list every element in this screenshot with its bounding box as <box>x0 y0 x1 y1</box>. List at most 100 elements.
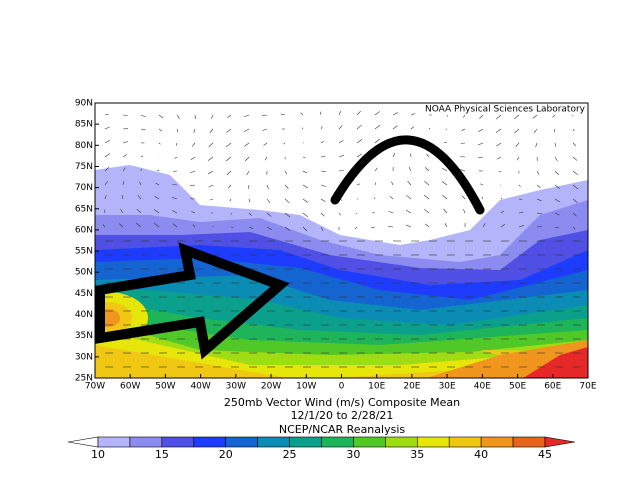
wind-vector <box>104 153 110 158</box>
wind-vector <box>158 128 163 132</box>
wind-vector <box>122 114 128 116</box>
wind-vector <box>302 170 307 174</box>
wind-vector <box>392 152 396 158</box>
wind-vector <box>139 181 142 186</box>
wind-vector <box>284 212 291 218</box>
wind-vector <box>572 170 579 176</box>
wind-band <box>95 330 588 378</box>
wind-vector <box>247 184 250 189</box>
wind-vector <box>104 180 109 186</box>
caption-title: 250mb Vector Wind (m/s) Composite Mean <box>224 396 460 409</box>
colorbar-label: 20 <box>219 448 233 461</box>
wind-vector <box>320 184 327 187</box>
colorbar-swatch <box>129 436 163 448</box>
colorbar-label: 40 <box>474 448 488 461</box>
wind-band <box>523 347 588 378</box>
wind-vector <box>320 212 325 217</box>
wind-vector <box>122 181 125 186</box>
wind-vector <box>266 212 272 217</box>
wind-vector <box>248 226 254 229</box>
wind-vector <box>122 154 127 158</box>
wind-vector <box>442 194 448 200</box>
wind-vector <box>208 184 214 188</box>
wind-vector <box>302 156 306 159</box>
lon-label: 70E <box>579 382 596 392</box>
annotation-arrow <box>95 242 290 360</box>
wind-vector <box>554 156 558 162</box>
wind-vector <box>480 183 484 186</box>
colorbar-label: 10 <box>91 448 105 461</box>
wind-vector <box>284 184 289 189</box>
lon-label: 30E <box>439 382 456 392</box>
wind-vector <box>518 212 524 214</box>
wind-vector <box>391 181 394 186</box>
wind-vector <box>356 153 362 158</box>
colorbar-swatch <box>353 436 386 448</box>
wind-vector <box>460 169 466 172</box>
wind-vector <box>175 142 178 146</box>
wind-vector <box>245 156 250 162</box>
colorbar-low <box>67 436 99 448</box>
wind-vector <box>320 126 323 130</box>
lat-label: 90N <box>75 99 93 109</box>
wind-vector <box>154 195 160 200</box>
wind-vector <box>302 226 308 232</box>
wind-vector <box>428 127 431 130</box>
lat-label: 60N <box>75 225 93 235</box>
wind-vector <box>120 208 124 214</box>
wind-vector <box>153 222 160 228</box>
wind-vector <box>320 141 324 144</box>
caption-source: NCEP/NCAR Reanalysis <box>279 423 405 436</box>
wind-vector <box>155 182 160 186</box>
lon-label: 70W <box>85 382 105 392</box>
lat-label: 25N <box>75 374 93 384</box>
colorbar-label: 25 <box>283 448 297 461</box>
colorbar-swatch <box>225 436 258 448</box>
colorbar-swatch <box>480 436 514 448</box>
wind-vector <box>140 128 146 131</box>
colorbar-swatch <box>385 436 418 448</box>
wind-vector <box>158 114 164 119</box>
wind-vector <box>244 142 250 147</box>
wind-vector <box>373 197 376 200</box>
wind-vector <box>190 170 196 174</box>
wind-vector <box>374 124 381 130</box>
wind-vector <box>374 111 380 116</box>
colorbar-swatch <box>416 436 450 448</box>
wind-vector <box>284 170 288 175</box>
wind-vector <box>572 226 576 230</box>
wind-vector <box>191 211 196 214</box>
wind-vector <box>424 180 430 186</box>
wind-vector <box>338 154 345 158</box>
colorbar-label: 15 <box>155 448 169 461</box>
wind-vector <box>104 166 110 172</box>
wind-vector <box>515 142 520 147</box>
wind-vector <box>302 212 308 218</box>
wind-vector <box>153 209 160 214</box>
wind-vector <box>572 198 578 203</box>
wind-vector <box>172 184 178 186</box>
wind-vector <box>553 128 556 133</box>
wind-vector <box>207 156 214 161</box>
credit: NOAA Physical Sciences Laboratory <box>425 105 586 115</box>
wind-vector <box>189 184 196 187</box>
wind-vector <box>156 169 160 172</box>
wind-vector <box>227 184 232 189</box>
wind-vector <box>388 225 394 228</box>
lon-label: 40W <box>190 382 210 392</box>
lat-label: 45N <box>75 289 93 299</box>
wind-vector <box>284 226 291 231</box>
colorbar-swatch <box>289 436 322 448</box>
wind-vector <box>135 222 142 228</box>
wind-vector <box>478 128 484 133</box>
wind-vector <box>442 167 448 172</box>
wind-vector <box>104 126 110 130</box>
colorbar-swatch <box>512 436 546 448</box>
wind-vector <box>481 196 484 200</box>
wind-vector <box>408 166 412 172</box>
wind-vector <box>370 226 376 229</box>
wind-vector <box>554 212 560 216</box>
wind-vector <box>500 223 506 228</box>
colorbar-swatch <box>97 436 131 448</box>
lon-label: 50E <box>509 382 526 392</box>
